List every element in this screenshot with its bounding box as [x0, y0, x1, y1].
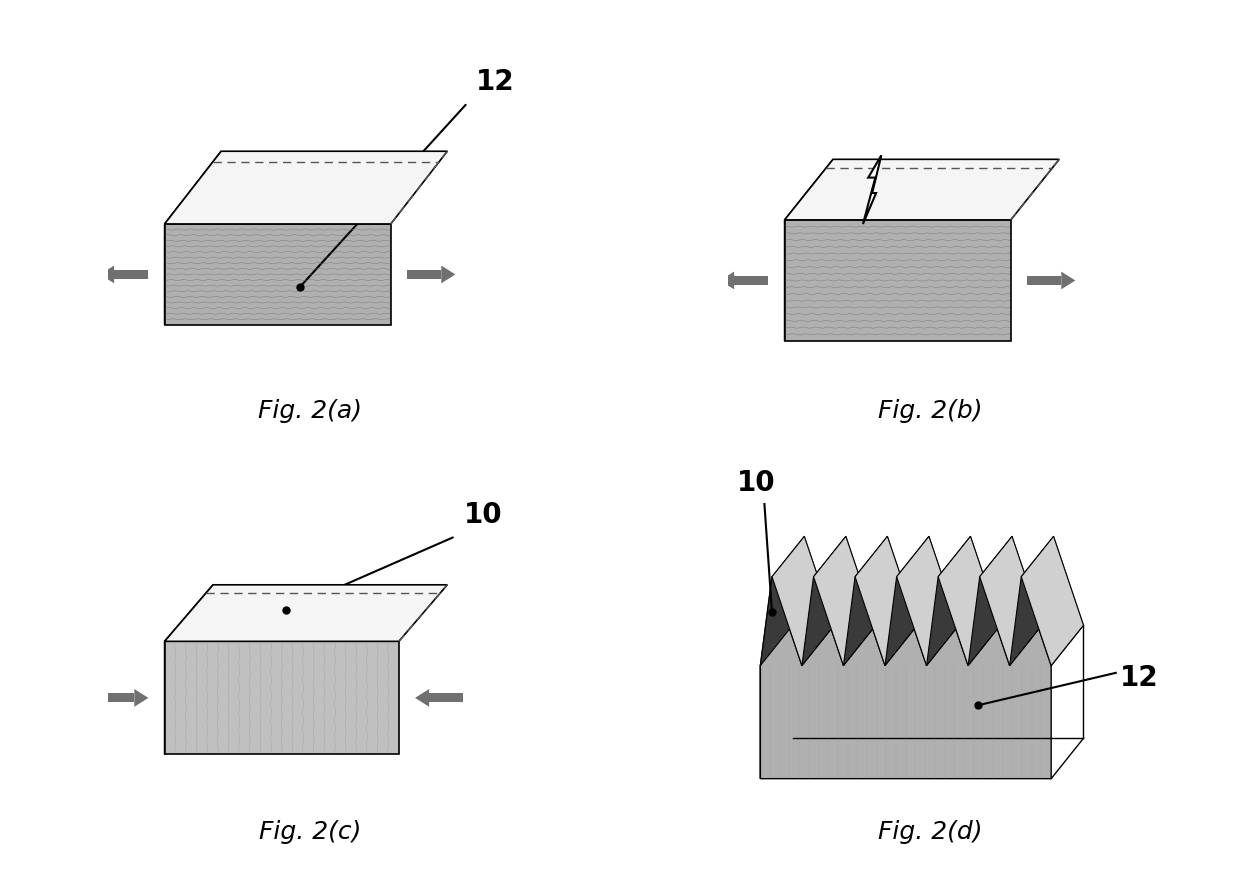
Polygon shape [760, 577, 1052, 779]
Polygon shape [785, 221, 1011, 342]
Text: 10: 10 [464, 501, 502, 529]
Polygon shape [926, 537, 971, 666]
Polygon shape [165, 152, 448, 225]
Polygon shape [720, 272, 734, 290]
Text: Fig. 2(b): Fig. 2(b) [878, 398, 982, 423]
Text: Fig. 2(d): Fig. 2(d) [878, 819, 982, 844]
Polygon shape [1027, 277, 1061, 286]
Polygon shape [1061, 272, 1075, 290]
Polygon shape [802, 537, 846, 666]
Polygon shape [165, 152, 221, 325]
Text: 12: 12 [476, 68, 515, 96]
Polygon shape [863, 156, 882, 225]
Polygon shape [429, 694, 464, 702]
Polygon shape [885, 537, 929, 666]
Polygon shape [843, 537, 888, 666]
Polygon shape [734, 277, 769, 286]
Text: 10: 10 [737, 468, 776, 496]
Polygon shape [1022, 537, 1084, 666]
Text: 12: 12 [1120, 663, 1158, 691]
Polygon shape [100, 267, 114, 284]
Polygon shape [856, 537, 918, 666]
Polygon shape [441, 267, 455, 284]
Polygon shape [968, 537, 1012, 666]
Polygon shape [897, 537, 959, 666]
Polygon shape [415, 689, 429, 707]
Polygon shape [165, 642, 399, 754]
Polygon shape [100, 694, 134, 702]
Polygon shape [760, 537, 805, 666]
Polygon shape [939, 537, 1001, 666]
Polygon shape [980, 537, 1042, 666]
Polygon shape [165, 585, 213, 754]
Polygon shape [165, 585, 448, 642]
Polygon shape [134, 689, 149, 707]
Polygon shape [165, 225, 391, 325]
Polygon shape [407, 271, 441, 280]
Text: Fig. 2(c): Fig. 2(c) [259, 819, 361, 844]
Polygon shape [114, 271, 149, 280]
Polygon shape [785, 160, 1059, 221]
Polygon shape [813, 537, 875, 666]
Text: Fig. 2(a): Fig. 2(a) [258, 398, 362, 423]
Polygon shape [760, 625, 792, 779]
Polygon shape [773, 537, 835, 666]
Polygon shape [785, 160, 833, 342]
Polygon shape [1009, 537, 1054, 666]
